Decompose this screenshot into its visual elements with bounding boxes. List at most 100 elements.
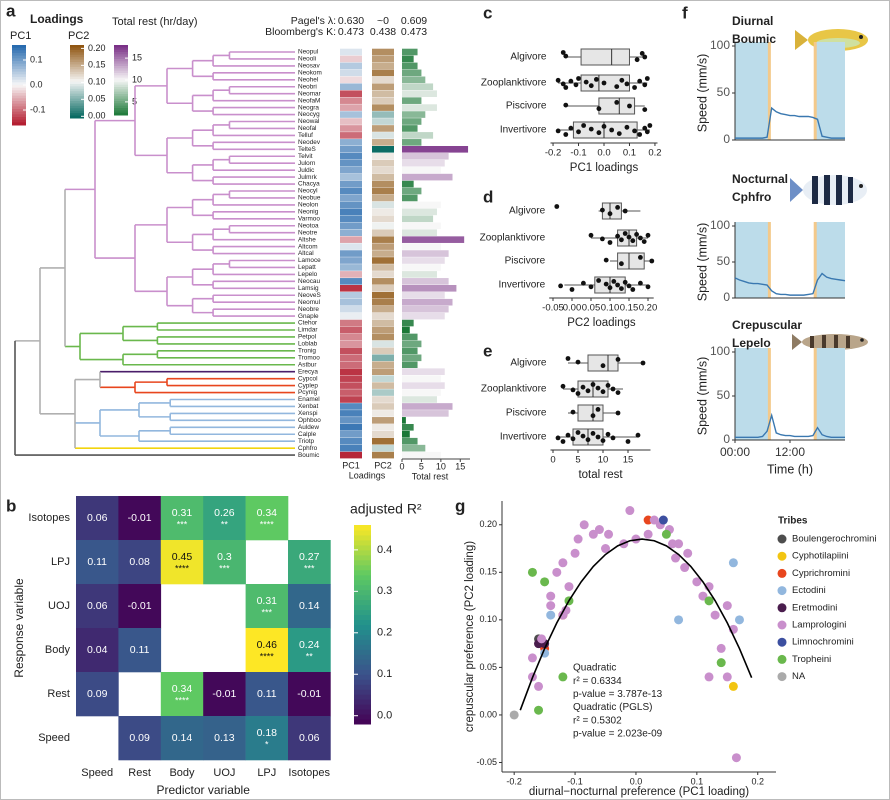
col-label: Rest (128, 767, 151, 779)
y-tick-label: 0 (723, 132, 730, 146)
scatter-point (722, 672, 732, 682)
legend-gradient (70, 100, 84, 104)
heat-cell (118, 584, 162, 629)
tip-label: Tromoo (298, 354, 320, 361)
rest-bar (402, 451, 441, 459)
rest-bar (402, 410, 449, 417)
rest-bar (402, 187, 422, 195)
pc1-cell (340, 118, 362, 125)
pc1-cell (340, 97, 362, 104)
x-tick-label: 0.10 (601, 303, 620, 314)
x-tick-label: 0.2 (648, 148, 661, 159)
tip-label: Altcom (298, 243, 318, 250)
x-tick-label: 0.0 (630, 776, 643, 786)
pc2-cell (372, 194, 394, 202)
legend-title: PC1 (10, 30, 31, 42)
legend-gradient (70, 110, 84, 114)
row-label: Isotopes (28, 512, 70, 524)
rest-bar (402, 417, 406, 424)
y-tick-label: 0 (723, 432, 730, 446)
scatter-point (710, 610, 720, 620)
legend-gradient (114, 73, 128, 76)
heat-cell (76, 584, 119, 629)
panel-label: e (483, 341, 492, 360)
colorbar-segment (354, 714, 371, 720)
point (616, 131, 622, 137)
scatter-point (728, 558, 738, 568)
legend-gradient (70, 81, 84, 85)
stat-value: ~0 (377, 15, 389, 27)
pc1-cell (340, 173, 362, 181)
y-tick-label: 0.20 (479, 519, 497, 529)
scatter-point (680, 563, 690, 573)
x-tick-label: 12:00 (775, 445, 805, 459)
pc2-cell (372, 361, 394, 369)
y-tick-label: 100 (710, 344, 730, 358)
legend-gradient (114, 84, 128, 88)
pc2-cell (372, 180, 394, 188)
rest-bar (402, 444, 426, 452)
point (642, 107, 648, 112)
x-tick-label: 15 (623, 455, 634, 466)
cell-value: 0.18 (257, 727, 278, 739)
legend-gradient (70, 71, 84, 75)
scatter-point (716, 643, 726, 653)
colorbar-tick-label: 0.4 (377, 544, 392, 556)
legend-gradient (114, 47, 128, 51)
x-tick-label: -0.1 (567, 776, 583, 786)
legend-gradient (114, 103, 128, 107)
pc2-cell (372, 285, 394, 292)
legend-gradient (70, 76, 84, 80)
pc1-cell (340, 194, 362, 202)
pc1-cell (340, 76, 362, 84)
legend-gradient (70, 113, 84, 117)
fit-curve (519, 538, 753, 711)
legend-gradient (114, 80, 128, 83)
rest-bar (402, 132, 434, 139)
colorbar-segment (354, 525, 371, 531)
legend-gradient (12, 111, 26, 115)
legend-gradient (70, 108, 84, 112)
legend-gradient (12, 114, 26, 118)
rest-bar (402, 250, 449, 257)
tip-label: Neotre (298, 229, 318, 236)
cell-value: 0.11 (257, 688, 277, 700)
scatter-point (534, 705, 544, 715)
pc2-cell (372, 396, 394, 403)
pc1-cell (340, 229, 362, 236)
rest-bar (402, 243, 441, 250)
legend-tick-label: 0.00 (88, 111, 106, 121)
point (581, 123, 587, 128)
cell-stars: *** (219, 563, 230, 573)
pc2-cell (372, 424, 394, 431)
dusk-edge (767, 42, 771, 140)
legend-gradient (70, 88, 84, 92)
point (630, 287, 636, 292)
point (570, 409, 576, 415)
fish-lepelo (792, 334, 868, 350)
x-tick-label: 00:00 (720, 445, 750, 459)
panel-label: c (483, 3, 492, 22)
legend-tick-label: 0.0 (30, 79, 43, 89)
category-label: Invertivore (500, 125, 547, 136)
heat-cell (160, 716, 204, 761)
category-label: Piscivore (505, 256, 546, 267)
pc1-cell (340, 368, 362, 375)
point (635, 432, 641, 438)
point (624, 124, 630, 130)
cell-value: 0.34 (172, 683, 193, 695)
heat-cell (245, 672, 289, 717)
tip-label: Boumic (298, 452, 320, 459)
rest-bar (402, 173, 453, 181)
scatter-point (546, 610, 556, 620)
rest-bar (402, 430, 410, 438)
cell-value: 0.11 (87, 556, 107, 568)
tip-label: Neocyg (298, 111, 320, 118)
pc1-cell (340, 333, 362, 341)
scatter-point (534, 681, 544, 691)
colorbar-segment (354, 564, 371, 571)
heat-cell (203, 716, 246, 761)
point (649, 258, 655, 264)
point (638, 255, 643, 260)
rest-bar (402, 166, 441, 174)
